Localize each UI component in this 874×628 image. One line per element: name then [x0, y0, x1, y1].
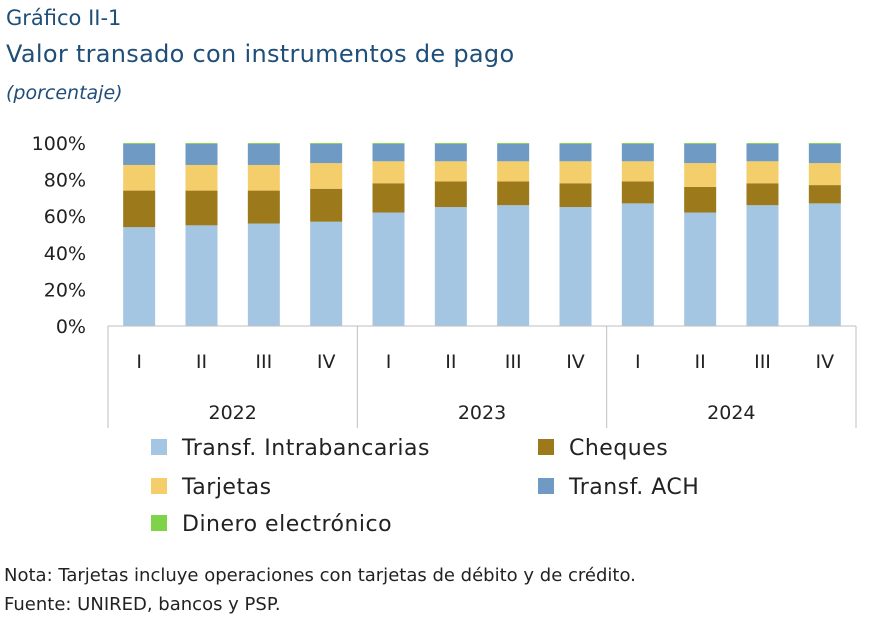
year-group-label: 2023 — [458, 402, 506, 424]
bar-segment — [746, 161, 779, 184]
bar-segment — [497, 181, 530, 206]
bar-segment — [310, 221, 343, 326]
bar-segment — [185, 143, 218, 165]
x-tick-label: IV — [816, 351, 835, 373]
bar-segment — [372, 212, 405, 326]
x-tick-label: IV — [317, 351, 336, 373]
x-tick-label: I — [386, 351, 392, 373]
bar-segment — [434, 143, 467, 144]
bar-segment — [372, 161, 405, 184]
x-tick-label: IV — [566, 351, 585, 373]
bar-segment — [559, 143, 592, 144]
legend-label: Tarjetas — [181, 475, 272, 500]
bar-segment — [310, 188, 343, 222]
x-tick-label: III — [505, 351, 522, 373]
bar-segment — [434, 161, 467, 182]
bar-segment — [621, 143, 654, 144]
bar-segment — [185, 164, 218, 191]
legend-swatch — [538, 439, 554, 455]
legend-swatch — [151, 439, 167, 455]
y-tick-label: 100% — [32, 133, 86, 155]
bar-segment — [310, 163, 343, 189]
year-group-label: 2022 — [208, 402, 256, 424]
bar-segment — [310, 143, 343, 144]
bar-segment — [559, 161, 592, 184]
bar-segment — [497, 205, 530, 326]
bar-segment — [746, 143, 779, 162]
legend-label: Transf. Intrabancarias — [181, 436, 430, 461]
bar-segment — [684, 143, 717, 164]
legend-swatch — [151, 478, 167, 494]
chart-source: Fuente: UNIRED, bancos y PSP. — [4, 594, 281, 615]
bar-segment — [123, 227, 156, 326]
bar-segment — [310, 143, 343, 164]
bar-segment — [746, 205, 779, 326]
bar-segment — [185, 225, 218, 326]
x-tick-label: II — [196, 351, 207, 373]
bar-segment — [497, 143, 530, 144]
year-group-label: 2024 — [707, 402, 755, 424]
bar-segment — [372, 143, 405, 144]
bar-segment — [372, 143, 405, 162]
bar-segment — [123, 143, 156, 165]
x-tick-label: I — [136, 351, 142, 373]
bar-segment — [247, 223, 280, 326]
bar-segment — [185, 190, 218, 226]
bar-segment — [247, 164, 280, 191]
bar-segment — [684, 212, 717, 326]
y-tick-label: 0% — [56, 316, 86, 338]
bar-segment — [684, 163, 717, 187]
bar-segment — [808, 143, 841, 164]
bar-segment — [123, 190, 156, 228]
legend-swatch — [538, 478, 554, 494]
y-tick-label: 80% — [44, 170, 86, 192]
chart-title: Valor transado con instrumentos de pago — [6, 40, 515, 68]
bar-segment — [434, 143, 467, 162]
legend-label: Dinero electrónico — [182, 512, 392, 537]
bar-segment — [247, 190, 280, 224]
bar-segment — [621, 181, 654, 204]
bar-segment — [372, 183, 405, 213]
y-tick-label: 20% — [44, 279, 86, 301]
bar-segment — [746, 143, 779, 144]
y-tick-label: 60% — [44, 206, 86, 228]
bar-segment — [808, 163, 841, 186]
chart-label: Gráfico II-1 — [6, 6, 122, 30]
bar-segment — [684, 186, 717, 213]
bar-segment — [247, 143, 280, 165]
bar-segment — [808, 185, 841, 204]
legend-label: Transf. ACH — [568, 475, 699, 500]
x-tick-label: II — [445, 351, 456, 373]
bar-segment — [247, 143, 280, 144]
x-tick-label: III — [255, 351, 272, 373]
legend-swatch — [151, 515, 167, 531]
legend-label: Cheques — [569, 436, 668, 461]
bar-segment — [434, 207, 467, 326]
chart-subtitle: (porcentaje) — [6, 82, 123, 104]
y-tick-label: 40% — [44, 243, 86, 265]
bar-segment — [497, 143, 530, 162]
bar-segment — [123, 164, 156, 191]
bar-segment — [497, 161, 530, 182]
bar-segment — [808, 203, 841, 326]
bar-segment — [559, 207, 592, 326]
bar-segment — [434, 181, 467, 208]
bar-segment — [808, 143, 841, 144]
bar-segment — [684, 143, 717, 144]
bar-segment — [746, 183, 779, 206]
bar-segment — [559, 183, 592, 208]
bar-segment — [621, 143, 654, 162]
bar-segment — [559, 143, 592, 162]
bar-segment — [123, 143, 156, 144]
bar-segment — [621, 203, 654, 326]
x-tick-label: II — [695, 351, 706, 373]
x-tick-label: III — [754, 351, 771, 373]
x-tick-label: I — [635, 351, 641, 373]
bar-segment — [185, 143, 218, 144]
chart-note: Nota: Tarjetas incluye operaciones con t… — [4, 565, 636, 586]
bar-segment — [621, 161, 654, 182]
